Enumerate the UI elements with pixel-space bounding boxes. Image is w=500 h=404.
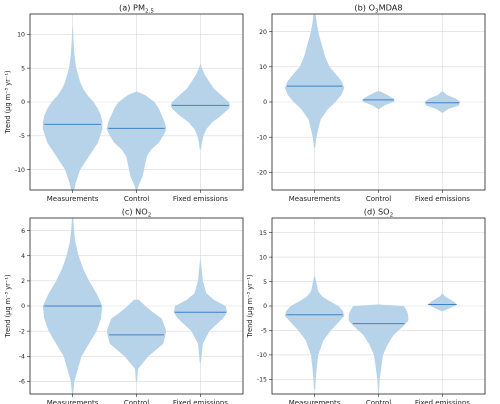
y-tick-label: -10 (15, 167, 25, 174)
panel-3: -6 -4 -2 0 2 4 6 Measurements Control Fixed emiss… (4, 207, 244, 404)
panel-title: (b) O3MDA8 (354, 3, 402, 15)
panel-title: (c) NO2 (122, 207, 152, 219)
panel-title: (a) PM2.5 (119, 3, 154, 15)
y-tick-label: -2 (19, 328, 25, 335)
y-tick-label: 10 (17, 32, 25, 39)
violin-control (106, 299, 167, 382)
panel-title-subscript: 2 (390, 213, 394, 219)
x-tick-label: Measurements (47, 399, 99, 404)
x-tick-label: Fixed emissions (173, 195, 228, 203)
y-tick-label: 2 (21, 278, 25, 285)
x-tick-label: Measurements (47, 195, 99, 203)
y-tick-label: 0 (21, 303, 25, 310)
x-tick-label: Control (366, 195, 391, 203)
violin-control (106, 91, 167, 190)
panel-title-text: (d) SO (364, 207, 390, 217)
panel-title-text: (b) O (354, 3, 375, 13)
violin-fixed-emissions (427, 293, 458, 311)
panel-2: -20 -10 0 10 20 Measurements Control Fixed emis… (257, 3, 486, 203)
x-tick-label: Fixed emissions (173, 399, 228, 404)
panel-title-text: (a) PM (119, 3, 145, 13)
y-tick-label: 0 (21, 99, 25, 106)
panel-title-suffix: MDA8 (379, 3, 403, 13)
y-tick-label: -6 (19, 379, 25, 386)
y-tick-label: 5 (21, 65, 25, 72)
violin-measurements (42, 27, 103, 190)
panel-title: (d) SO2 (364, 207, 393, 219)
y-tick-label: -20 (257, 170, 267, 177)
x-tick-label: Fixed emissions (415, 195, 470, 203)
y-tick-label: 4 (21, 253, 25, 260)
y-tick-label: 0 (263, 303, 267, 310)
y-tick-label: -5 (261, 328, 267, 335)
y-tick-label: -5 (19, 133, 25, 140)
panel-1: -10 -5 0 5 10 Measurements Control Fixed emissi… (4, 3, 244, 203)
y-tick-label: -10 (257, 352, 267, 359)
violin-fixed-emissions (424, 91, 461, 113)
y-tick-label: 5 (263, 279, 267, 286)
panel-title-subscript: 2.5 (145, 9, 154, 15)
violin-fixed-emissions (173, 259, 228, 363)
y-axis-label: Trend (μg m⁻³ yr⁻¹) (4, 274, 12, 338)
violin-measurements (284, 14, 345, 148)
y-tick-label: 20 (259, 29, 267, 36)
violin-control (348, 304, 409, 394)
y-tick-label: 15 (259, 230, 267, 237)
y-tick-label: -10 (257, 134, 267, 141)
y-axis-label: Trend (μg m⁻³ yr⁻¹) (4, 70, 12, 134)
y-axis-label: Trend (μg m⁻³ yr⁻¹) (246, 274, 254, 338)
y-tick-label: 0 (263, 99, 267, 106)
panel-title-subscript: 2 (148, 213, 152, 219)
x-tick-label: Fixed emissions (415, 399, 470, 404)
y-tick-label: 10 (259, 254, 267, 261)
y-tick-label: -4 (19, 353, 25, 360)
x-tick-label: Control (366, 399, 391, 404)
panel-4: -15 -10 -5 0 5 10 15 Measurements Control Fixed e… (246, 207, 486, 404)
x-tick-label: Control (124, 195, 149, 203)
panel-title-subscript: 3 (375, 9, 379, 15)
x-tick-label: Measurements (289, 399, 341, 404)
panel-title-text: (c) NO (122, 207, 148, 217)
violin-measurements (284, 276, 345, 390)
y-tick-label: -15 (257, 377, 267, 384)
x-tick-label: Measurements (289, 195, 341, 203)
y-tick-label: 10 (259, 64, 267, 71)
x-tick-label: Control (124, 399, 149, 404)
y-tick-label: 6 (21, 228, 25, 235)
violin-fixed-emissions (170, 64, 231, 150)
